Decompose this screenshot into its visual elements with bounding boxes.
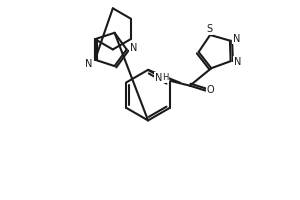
Text: N: N (130, 43, 137, 53)
Text: N: N (234, 57, 241, 67)
Text: N: N (85, 59, 93, 69)
Text: N: N (233, 34, 240, 44)
Text: N: N (155, 73, 163, 83)
Text: S: S (206, 24, 212, 34)
Text: O: O (206, 85, 214, 95)
Text: H: H (162, 73, 169, 82)
